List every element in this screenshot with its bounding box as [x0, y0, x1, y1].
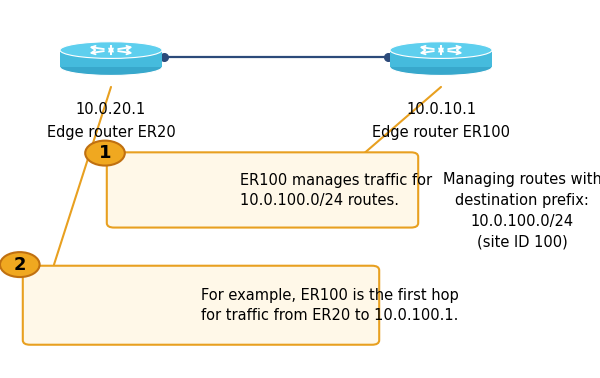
Polygon shape — [60, 50, 162, 67]
Ellipse shape — [60, 59, 162, 76]
Text: For example, ER100 is the first hop
for traffic from ER20 to 10.0.100.1.: For example, ER100 is the first hop for … — [201, 288, 459, 323]
Text: 1: 1 — [99, 144, 111, 162]
Text: Edge router ER100: Edge router ER100 — [372, 125, 510, 140]
Circle shape — [85, 141, 125, 166]
Ellipse shape — [390, 42, 492, 59]
FancyBboxPatch shape — [107, 152, 418, 228]
Text: 2: 2 — [14, 256, 26, 274]
Text: ER100 manages traffic for
10.0.100.0/24 routes.: ER100 manages traffic for 10.0.100.0/24 … — [240, 174, 432, 208]
Text: Edge router ER20: Edge router ER20 — [47, 125, 175, 140]
Text: 10.0.20.1: 10.0.20.1 — [76, 102, 146, 117]
Polygon shape — [390, 50, 492, 67]
Text: 10.0.10.1: 10.0.10.1 — [406, 102, 476, 117]
FancyBboxPatch shape — [23, 266, 379, 345]
Ellipse shape — [60, 42, 162, 59]
Ellipse shape — [390, 59, 492, 76]
Circle shape — [0, 252, 40, 277]
Text: Managing routes with
destination prefix:
10.0.100.0/24
(site ID 100): Managing routes with destination prefix:… — [443, 172, 600, 250]
